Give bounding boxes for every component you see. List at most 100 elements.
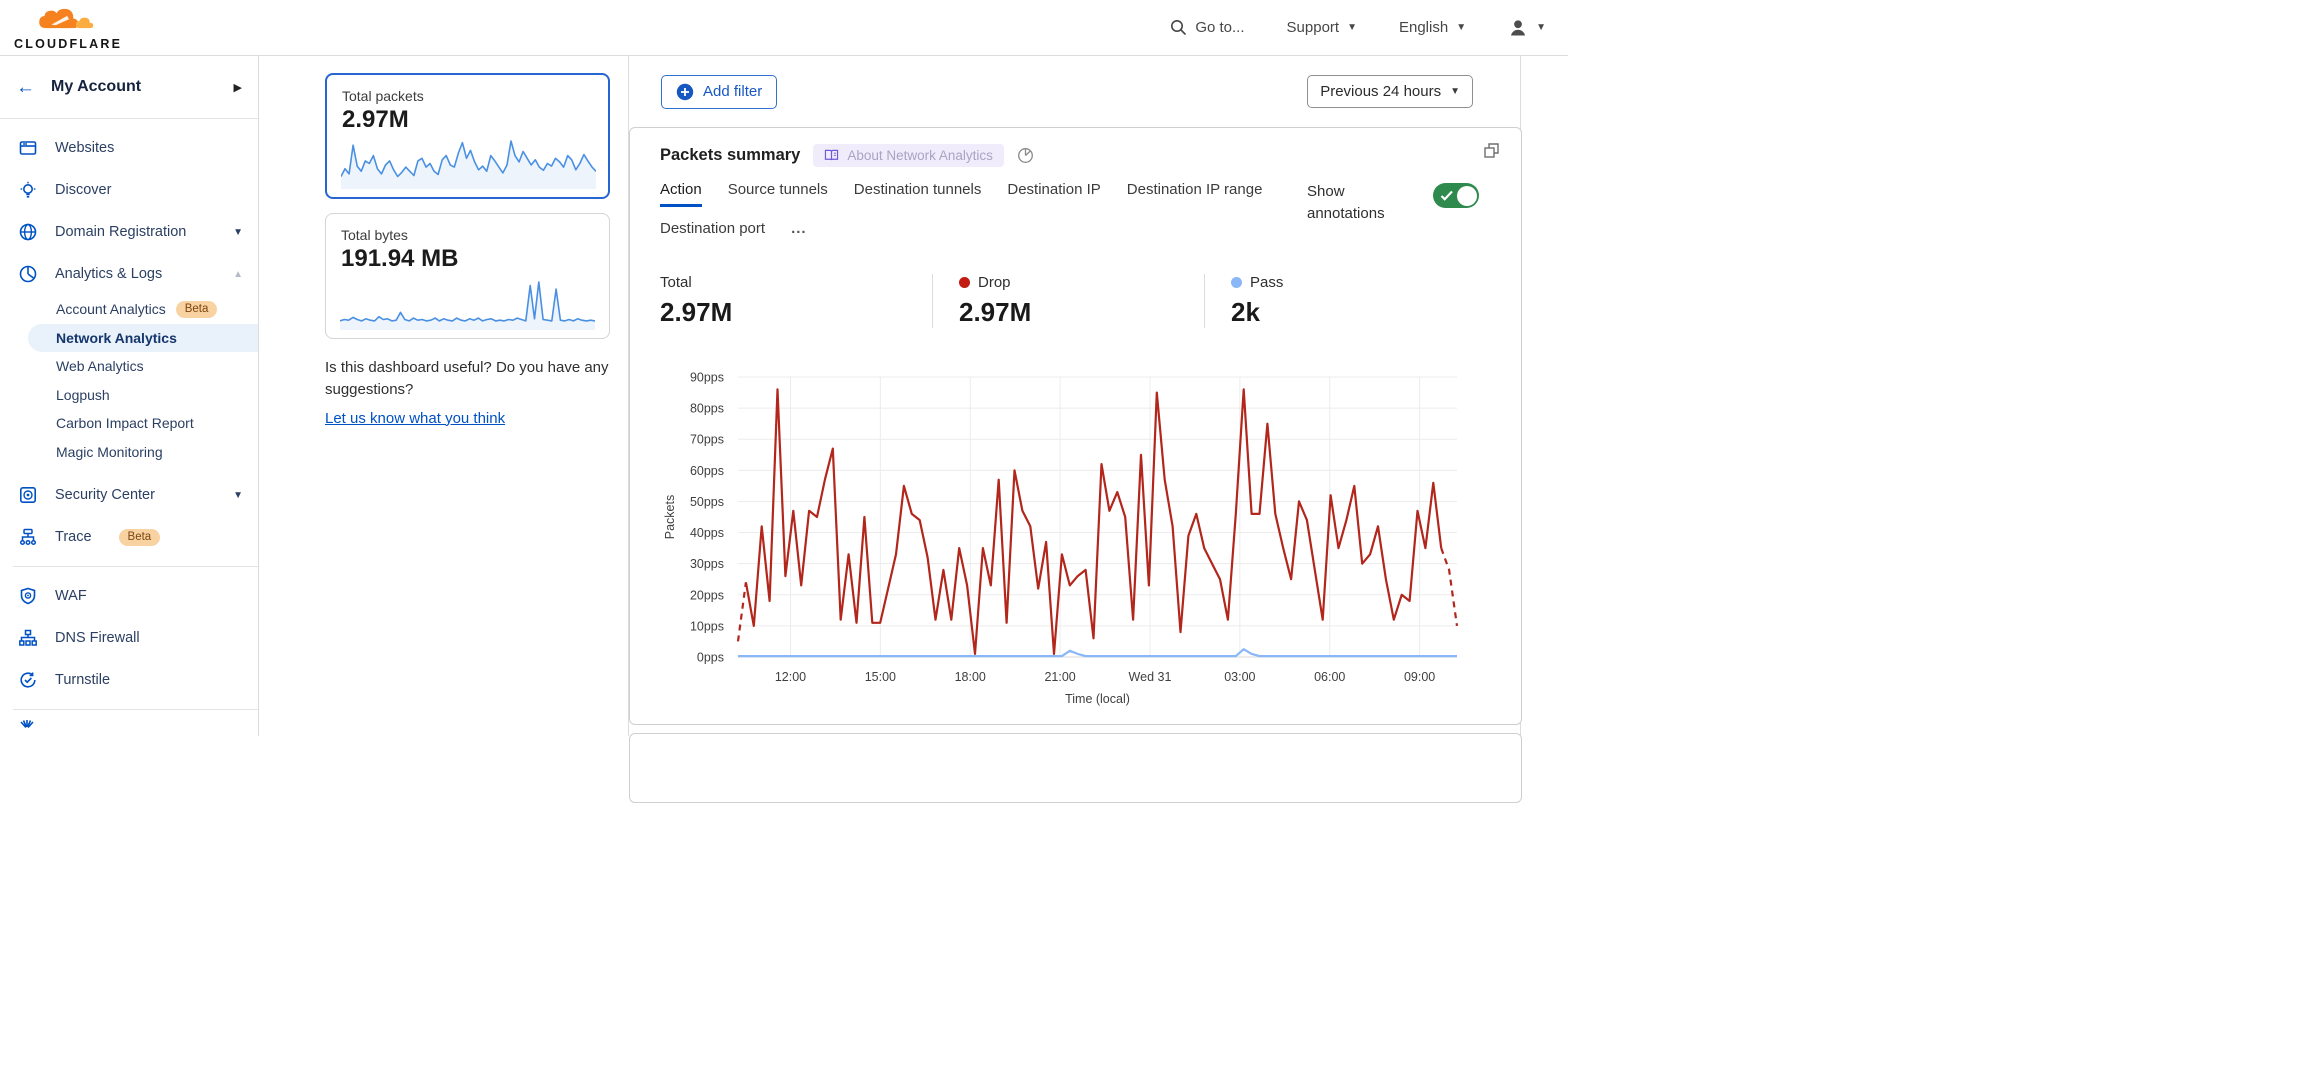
expand-panel-icon[interactable]	[1482, 141, 1501, 165]
chevron-down-icon: ▼	[1347, 22, 1357, 33]
annotations-toggle[interactable]	[1433, 183, 1479, 208]
sidebar-item-analytics-logs[interactable]: Analytics & Logs ▲	[0, 253, 258, 295]
stat-value: 2.97M	[959, 297, 1032, 327]
sidebar-item-web-analytics[interactable]: Web Analytics	[0, 352, 258, 381]
packets-time-series-chart: 0pps 10pps 20pps 30pps 40pps 50pps 60pps 70pps 8…	[630, 367, 1523, 717]
about-pill-label: About Network Analytics	[847, 148, 993, 163]
kpi-value: 191.94 MB	[341, 245, 459, 272]
packets-summary-panel: Packets summary About Network Analytics	[629, 127, 1522, 725]
security-center-icon	[17, 485, 38, 506]
legend-stats-row: Total 2.97M Drop 2.97M Pass 2	[630, 252, 1521, 328]
check-icon	[1440, 190, 1453, 201]
pass-legend-dot	[1231, 277, 1242, 288]
sidebar-item-magic-monitoring[interactable]: Magic Monitoring	[0, 438, 258, 467]
kpi-title: Total bytes	[341, 227, 408, 243]
stat-pass: Pass 2k	[1204, 274, 1283, 328]
sidebar-item-security-center[interactable]: Security Center ▼	[0, 474, 258, 516]
time-range-dropdown[interactable]: Previous 24 hours ▼	[1307, 75, 1473, 108]
stat-value: 2k	[1231, 297, 1260, 327]
stat-label: Drop	[978, 274, 1011, 291]
tab-destination-port[interactable]: Destination port	[660, 220, 766, 237]
globe-icon	[17, 222, 38, 243]
sidebar-item-turnstile[interactable]: Turnstile	[0, 659, 258, 701]
pie-chart-toggle-icon[interactable]	[1017, 147, 1034, 164]
kpi-title: Total packets	[342, 88, 424, 104]
sidebar-item-discover[interactable]: Discover	[0, 169, 258, 211]
chevron-down-icon: ▼	[1456, 22, 1467, 33]
lightbulb-icon	[17, 180, 38, 201]
dimension-tabs: Action Source tunnels Destination tunnel…	[660, 181, 1300, 246]
sidebar-item-label: Logpush	[56, 386, 110, 403]
sidebar-item-waf[interactable]: WAF	[0, 575, 258, 617]
support-menu[interactable]: Support ▼	[1287, 19, 1357, 36]
beta-badge: Beta	[118, 528, 161, 546]
header-actions: Go to... Support ▼ English ▼ ▼	[1170, 18, 1546, 38]
annotations-control: Show annotations	[1307, 181, 1479, 225]
sidebar-item-label: Magic Monitoring	[56, 443, 163, 460]
sidebar-item-logpush[interactable]: Logpush	[0, 381, 258, 410]
svg-text:06:00: 06:00	[1314, 670, 1345, 684]
time-range-label: Previous 24 hours	[1320, 83, 1442, 100]
tab-destination-tunnels[interactable]: Destination tunnels	[853, 181, 982, 198]
dimension-tabs-zone: Action Source tunnels Destination tunnel…	[630, 167, 1521, 246]
language-menu[interactable]: English ▼	[1399, 19, 1466, 36]
account-title: My Account	[51, 78, 142, 95]
svg-text:90pps: 90pps	[690, 371, 724, 385]
svg-text:Time (local): Time (local)	[1065, 692, 1130, 706]
sitemap-icon	[17, 628, 38, 649]
metric-rail: Total packets 2.97M Total bytes 191.94 M…	[259, 56, 628, 736]
cloudflare-logo[interactable]: CLOUDFLARE	[14, 5, 122, 51]
sidebar-divider	[13, 566, 258, 567]
sidebar-item-label: Account Analytics	[56, 301, 166, 318]
sidebar-item-trace[interactable]: Trace Beta	[0, 516, 258, 558]
add-filter-button[interactable]: Add filter	[661, 74, 778, 109]
sidebar-item-carbon-impact-report[interactable]: Carbon Impact Report	[0, 409, 258, 438]
annotations-label: Show annotations	[1307, 183, 1385, 222]
sidebar-item-label: Trace	[55, 529, 92, 545]
svg-text:03:00: 03:00	[1224, 670, 1255, 684]
sidebar-item-label: WAF	[55, 588, 87, 604]
account-menu[interactable]: ▼	[1508, 18, 1546, 38]
svg-text:12:00: 12:00	[775, 670, 806, 684]
account-header: ← My Account ▶	[0, 56, 258, 119]
sidebar-item-websites[interactable]: Websites	[0, 127, 258, 169]
more-tabs-ellipsis[interactable]: ...	[791, 220, 807, 237]
sidebar-nav: ← My Account ▶ Websites Discover	[0, 56, 259, 736]
goto-search[interactable]: Go to...	[1170, 19, 1245, 36]
tab-destination-ip-range[interactable]: Destination IP range	[1126, 181, 1263, 198]
sidebar-item-network-analytics[interactable]: Network Analytics	[28, 323, 258, 352]
sidebar-item-label: Web Analytics	[56, 358, 144, 375]
chevron-right-icon[interactable]: ▶	[233, 81, 242, 94]
toggle-knob	[1456, 185, 1477, 206]
sidebar-item-label: Network Analytics	[56, 329, 177, 346]
logo-wordmark: CLOUDFLARE	[14, 36, 123, 51]
kpi-value: 2.97M	[342, 106, 409, 133]
cloudflare-dashboard: CLOUDFLARE Go to... Support ▼ English ▼	[0, 0, 1568, 803]
sidebar-item-account-analytics[interactable]: Account Analytics Beta	[0, 295, 258, 324]
total-packets-card[interactable]: Total packets 2.97M	[325, 73, 610, 199]
packets-sparkline	[341, 140, 596, 189]
add-filter-label: Add filter	[703, 83, 763, 100]
sidebar-item-dns-firewall[interactable]: DNS Firewall	[0, 617, 258, 659]
sidebar-item-domain-registration[interactable]: Domain Registration ▼	[0, 211, 258, 253]
total-bytes-card[interactable]: Total bytes 191.94 MB	[325, 213, 610, 339]
back-arrow-icon[interactable]: ←	[16, 76, 35, 98]
svg-text:0pps: 0pps	[697, 651, 724, 665]
top-header: CLOUDFLARE Go to... Support ▼ English ▼	[0, 0, 1568, 56]
goto-label: Go to...	[1195, 19, 1245, 36]
svg-text:Wed 31: Wed 31	[1129, 670, 1172, 684]
tab-destination-ip[interactable]: Destination IP	[1007, 181, 1101, 198]
support-label: Support	[1286, 19, 1340, 36]
chevron-down-icon: ▼	[1536, 22, 1546, 33]
tab-source-tunnels[interactable]: Source tunnels	[727, 181, 828, 198]
svg-text:09:00: 09:00	[1404, 670, 1435, 684]
tab-action[interactable]: Action	[660, 181, 702, 207]
shield-gear-icon	[17, 586, 38, 607]
stat-value: 2.97M	[660, 297, 733, 327]
svg-text:Packets: Packets	[663, 495, 677, 539]
stat-label: Total	[660, 274, 692, 291]
next-panel-edge	[629, 733, 1522, 803]
feedback-link[interactable]: Let us know what you think	[325, 409, 506, 427]
svg-text:10pps: 10pps	[690, 619, 724, 633]
about-network-analytics-pill[interactable]: About Network Analytics	[813, 144, 1004, 167]
